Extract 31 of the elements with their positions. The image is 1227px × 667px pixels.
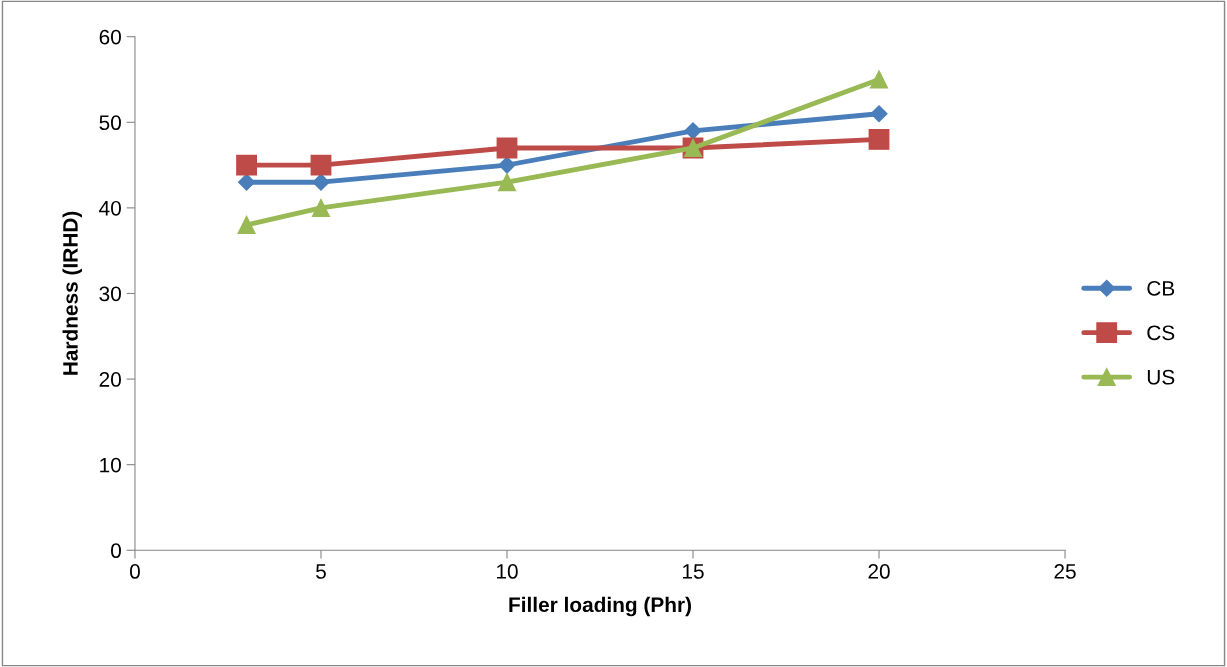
point	[312, 173, 330, 191]
point	[311, 198, 331, 217]
x-tick-label: 20	[868, 564, 890, 579]
point	[869, 70, 889, 89]
x-tick-label: 25	[1054, 564, 1076, 579]
y-tick-label: 10	[100, 457, 121, 473]
y-tick-label: 0	[111, 543, 121, 559]
point	[497, 173, 517, 192]
point	[237, 215, 256, 235]
legend-label: CB	[1147, 280, 1175, 296]
point	[868, 128, 890, 150]
point	[236, 154, 257, 176]
legend-label: CS	[1147, 325, 1175, 341]
y-tick-label: 20	[99, 372, 121, 387]
x-tick-label: 5	[316, 564, 326, 579]
x-tick-label: 0	[129, 564, 140, 579]
point	[310, 154, 332, 176]
y-tick-label: 40	[99, 200, 121, 216]
y-tick-label: 50	[99, 115, 121, 131]
y-tick-label: 60	[99, 29, 121, 45]
point	[870, 105, 888, 123]
x-tick-label: 15	[683, 564, 704, 579]
x-axis-title: Filler loading (Phr)	[509, 596, 691, 617]
x-tick-label: 10	[497, 564, 518, 579]
point	[238, 173, 256, 191]
point	[684, 122, 702, 140]
y-tick-label: 30	[99, 286, 121, 302]
point	[498, 156, 516, 174]
point	[496, 137, 518, 159]
y-axis-title: Hardness (IRHD)	[62, 211, 82, 375]
legend-label: US	[1147, 369, 1175, 385]
